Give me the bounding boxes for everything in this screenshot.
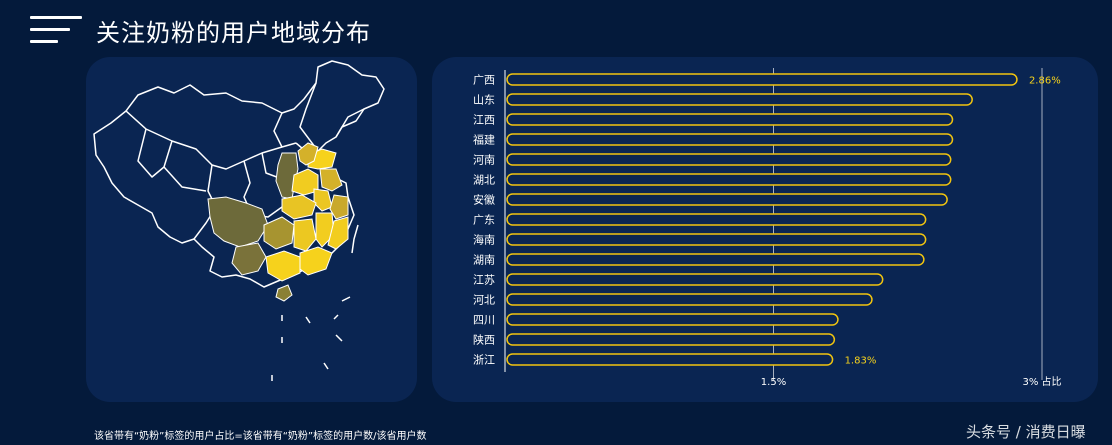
- category-label: 广西: [473, 74, 495, 87]
- province-yunnan: [231, 242, 267, 276]
- bar: [506, 293, 873, 306]
- province-guangxi: [265, 250, 301, 282]
- province-jiangsu: [319, 168, 343, 192]
- bar: [506, 73, 1018, 86]
- category-label: 安徽: [473, 193, 495, 207]
- data-label: 2.86%: [1029, 76, 1061, 87]
- category-label: 海南: [473, 233, 495, 247]
- bar: [506, 213, 927, 226]
- bar: [506, 253, 925, 266]
- chart-panel: 1.5% 3% 占比 广西 2.86% 山东江西福建河南湖北安徽广东海南湖南江苏河北四川…: [432, 57, 1098, 402]
- province-sichuan: [207, 196, 269, 248]
- category-label: 湖南: [473, 254, 495, 267]
- category-label: 四川: [473, 314, 495, 327]
- province-hainan: [275, 284, 293, 302]
- category-label: 福建: [473, 133, 495, 147]
- category-label: 江苏: [473, 274, 495, 287]
- category-label: 浙江: [473, 354, 495, 367]
- category-label: 广东: [473, 214, 495, 227]
- bar: [506, 153, 952, 166]
- bar-chart: 1.5% 3% 占比 广西 2.86% 山东江西福建河南湖北安徽广东海南湖南江苏河北四川…: [473, 68, 1062, 388]
- province-guangdong: [299, 246, 333, 276]
- bar: [506, 233, 927, 246]
- province-anhui: [313, 188, 333, 212]
- bar: [506, 173, 952, 186]
- china-map: [93, 60, 385, 381]
- footnote: 该省带有“奶粉”标签的用户占比=该省带有“奶粉”标签的用户数/该省用户数: [94, 431, 427, 442]
- x-tick-label: 3% 占比: [1022, 375, 1061, 388]
- bar: [506, 113, 954, 126]
- province-hebei: [297, 142, 319, 166]
- province-zhejiang: [329, 194, 349, 220]
- bar: [506, 313, 839, 326]
- data-label: 1.83%: [845, 356, 877, 367]
- category-label: 陕西: [473, 333, 495, 347]
- watermark: 头条号 / 消费日曝: [966, 423, 1086, 441]
- page-title: 关注奶粉的用户地域分布: [96, 19, 371, 47]
- category-label: 江西: [473, 114, 495, 127]
- bar: [506, 273, 884, 286]
- bar: [506, 333, 836, 346]
- category-label: 湖北: [473, 174, 495, 187]
- category-label: 山东: [473, 94, 495, 107]
- bar: [506, 193, 948, 206]
- category-label: 河南: [473, 154, 495, 167]
- province-fujian: [327, 216, 349, 250]
- province-guizhou: [263, 216, 295, 250]
- bar: [506, 353, 834, 366]
- category-label: 河北: [473, 294, 495, 307]
- bar: [506, 133, 954, 146]
- x-tick-label: 1.5%: [761, 377, 786, 388]
- map-panel: [86, 57, 417, 402]
- province-hubei: [281, 194, 317, 220]
- bar: [506, 93, 973, 106]
- hamburger-menu-icon: [30, 16, 82, 44]
- province-hunan: [293, 218, 317, 252]
